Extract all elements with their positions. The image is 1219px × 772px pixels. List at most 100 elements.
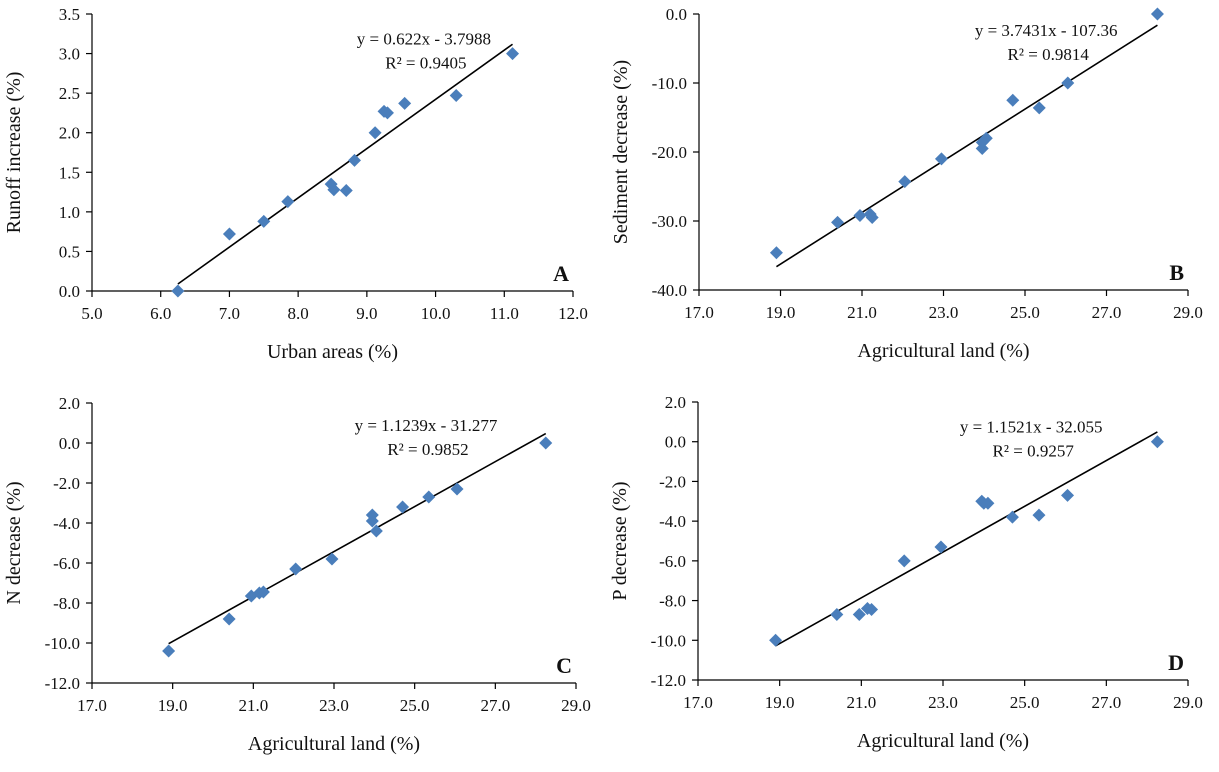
y-tick-label: 1.5 <box>59 163 80 182</box>
x-tick-label: 8.0 <box>288 304 309 323</box>
data-point <box>852 607 866 621</box>
x-tick-label: 6.0 <box>150 304 171 323</box>
x-axis-title: Agricultural land (%) <box>248 733 420 755</box>
panel-letter: A <box>553 261 569 286</box>
data-point <box>853 208 867 222</box>
data-point <box>257 214 271 228</box>
data-point <box>830 607 844 621</box>
y-tick-label: -10.0 <box>652 74 687 93</box>
y-axis-title: Sediment decrease (%) <box>610 60 632 244</box>
x-tick-label: 27.0 <box>480 696 510 715</box>
data-point <box>369 524 383 538</box>
y-tick-label: -20.0 <box>652 143 687 162</box>
x-tick-label: 7.0 <box>219 304 240 323</box>
panel-letter: D <box>1168 650 1184 675</box>
chart-panel-d: 17.0 19.0 21.0 23.0 25.0 27.0 29.0 -12.0 -10.0 -8… <box>609 393 1203 752</box>
r-squared-label: R² = 0.9257 <box>993 442 1075 461</box>
x-tick-label: 25.0 <box>1010 303 1040 322</box>
x-tick-label: 11.0 <box>490 304 519 323</box>
data-point <box>325 552 339 566</box>
data-point <box>396 500 410 514</box>
panel-letter: B <box>1169 260 1184 285</box>
data-point <box>506 47 520 61</box>
data-point <box>244 589 258 603</box>
data-point <box>449 89 463 103</box>
r-squared-label: R² = 0.9852 <box>387 440 468 459</box>
y-tick-label: 0.0 <box>665 433 686 452</box>
data-point <box>897 554 911 568</box>
y-tick-label: -6.0 <box>53 554 80 573</box>
y-tick-label: 2.5 <box>59 84 80 103</box>
y-tick-label: 2.0 <box>665 393 686 412</box>
y-tick-label: -4.0 <box>659 512 686 531</box>
r-squared-label: R² = 0.9405 <box>385 53 466 72</box>
data-point <box>256 585 270 599</box>
x-tick-label: 29.0 <box>561 696 591 715</box>
x-tick-label: 17.0 <box>683 693 713 712</box>
x-tick-label: 27.0 <box>1092 303 1122 322</box>
trendline <box>775 24 1158 268</box>
y-tick-label: -2.0 <box>659 472 686 491</box>
x-tick-label: 12.0 <box>558 304 588 323</box>
y-tick-label: -10.0 <box>45 634 80 653</box>
trendline <box>775 431 1158 647</box>
chart-panel-a: 5.0 6.0 7.0 8.0 9.0 10.0 11.0 12.0 0.0 0.5 1.0 1.5 2… <box>3 5 588 363</box>
data-point <box>339 183 353 197</box>
data-point <box>539 436 553 450</box>
x-tick-label: 25.0 <box>400 696 430 715</box>
data-point <box>380 106 394 120</box>
x-tick-label: 17.0 <box>684 303 714 322</box>
y-tick-label: -40.0 <box>652 281 687 300</box>
x-tick-label: 10.0 <box>421 304 451 323</box>
data-point <box>898 175 912 189</box>
x-tick-label: 23.0 <box>929 303 959 322</box>
data-point <box>979 131 993 145</box>
x-tick-label: 29.0 <box>1173 693 1203 712</box>
data-point <box>281 195 295 209</box>
data-point <box>1061 488 1075 502</box>
panel-letter: C <box>556 653 572 678</box>
y-tick-label: -6.0 <box>659 552 686 571</box>
regression-equation: y = 1.1521x - 32.055 <box>960 418 1103 437</box>
data-point <box>934 540 948 554</box>
y-tick-label: -4.0 <box>53 514 80 533</box>
x-tick-label: 5.0 <box>81 304 102 323</box>
y-tick-label: -10.0 <box>651 631 686 650</box>
y-axis-title: N decrease (%) <box>3 481 25 604</box>
data-point <box>769 633 783 647</box>
x-tick-label: 21.0 <box>846 693 876 712</box>
x-tick-label: 19.0 <box>765 693 795 712</box>
y-tick-label: 0.0 <box>666 5 687 24</box>
data-point <box>398 96 412 110</box>
y-tick-label: -12.0 <box>45 674 80 693</box>
x-tick-label: 21.0 <box>238 696 268 715</box>
x-axis-title: Agricultural land (%) <box>857 340 1029 362</box>
trendline <box>177 43 513 285</box>
data-point <box>1006 93 1020 107</box>
data-point <box>831 215 845 229</box>
data-point <box>222 612 236 626</box>
r-squared-label: R² = 0.9814 <box>1008 45 1090 64</box>
y-tick-label: 1.0 <box>59 203 80 222</box>
y-tick-label: 0.5 <box>59 242 80 261</box>
y-tick-label: -8.0 <box>659 592 686 611</box>
x-tick-label: 25.0 <box>1010 693 1040 712</box>
data-point <box>769 246 783 260</box>
x-tick-label: 21.0 <box>847 303 877 322</box>
chart-panel-b: 17.0 19.0 21.0 23.0 25.0 27.0 29.0 -40.0 -30.0 -2… <box>610 5 1203 362</box>
y-axis-title: P decrease (%) <box>609 481 631 600</box>
data-point <box>222 227 236 241</box>
data-point <box>327 183 341 197</box>
data-point <box>1032 101 1046 115</box>
x-tick-label: 29.0 <box>1173 303 1203 322</box>
y-tick-label: 2.0 <box>59 124 80 143</box>
regression-equation: y = 1.1239x - 31.277 <box>355 416 498 435</box>
data-point <box>347 153 361 167</box>
data-point <box>865 603 879 617</box>
regression-equation: y = 3.7431x - 107.36 <box>975 21 1118 40</box>
y-tick-label: 2.0 <box>59 394 80 413</box>
data-point <box>422 490 436 504</box>
data-point <box>1061 76 1075 90</box>
x-tick-label: 27.0 <box>1091 693 1121 712</box>
data-point <box>981 496 995 510</box>
